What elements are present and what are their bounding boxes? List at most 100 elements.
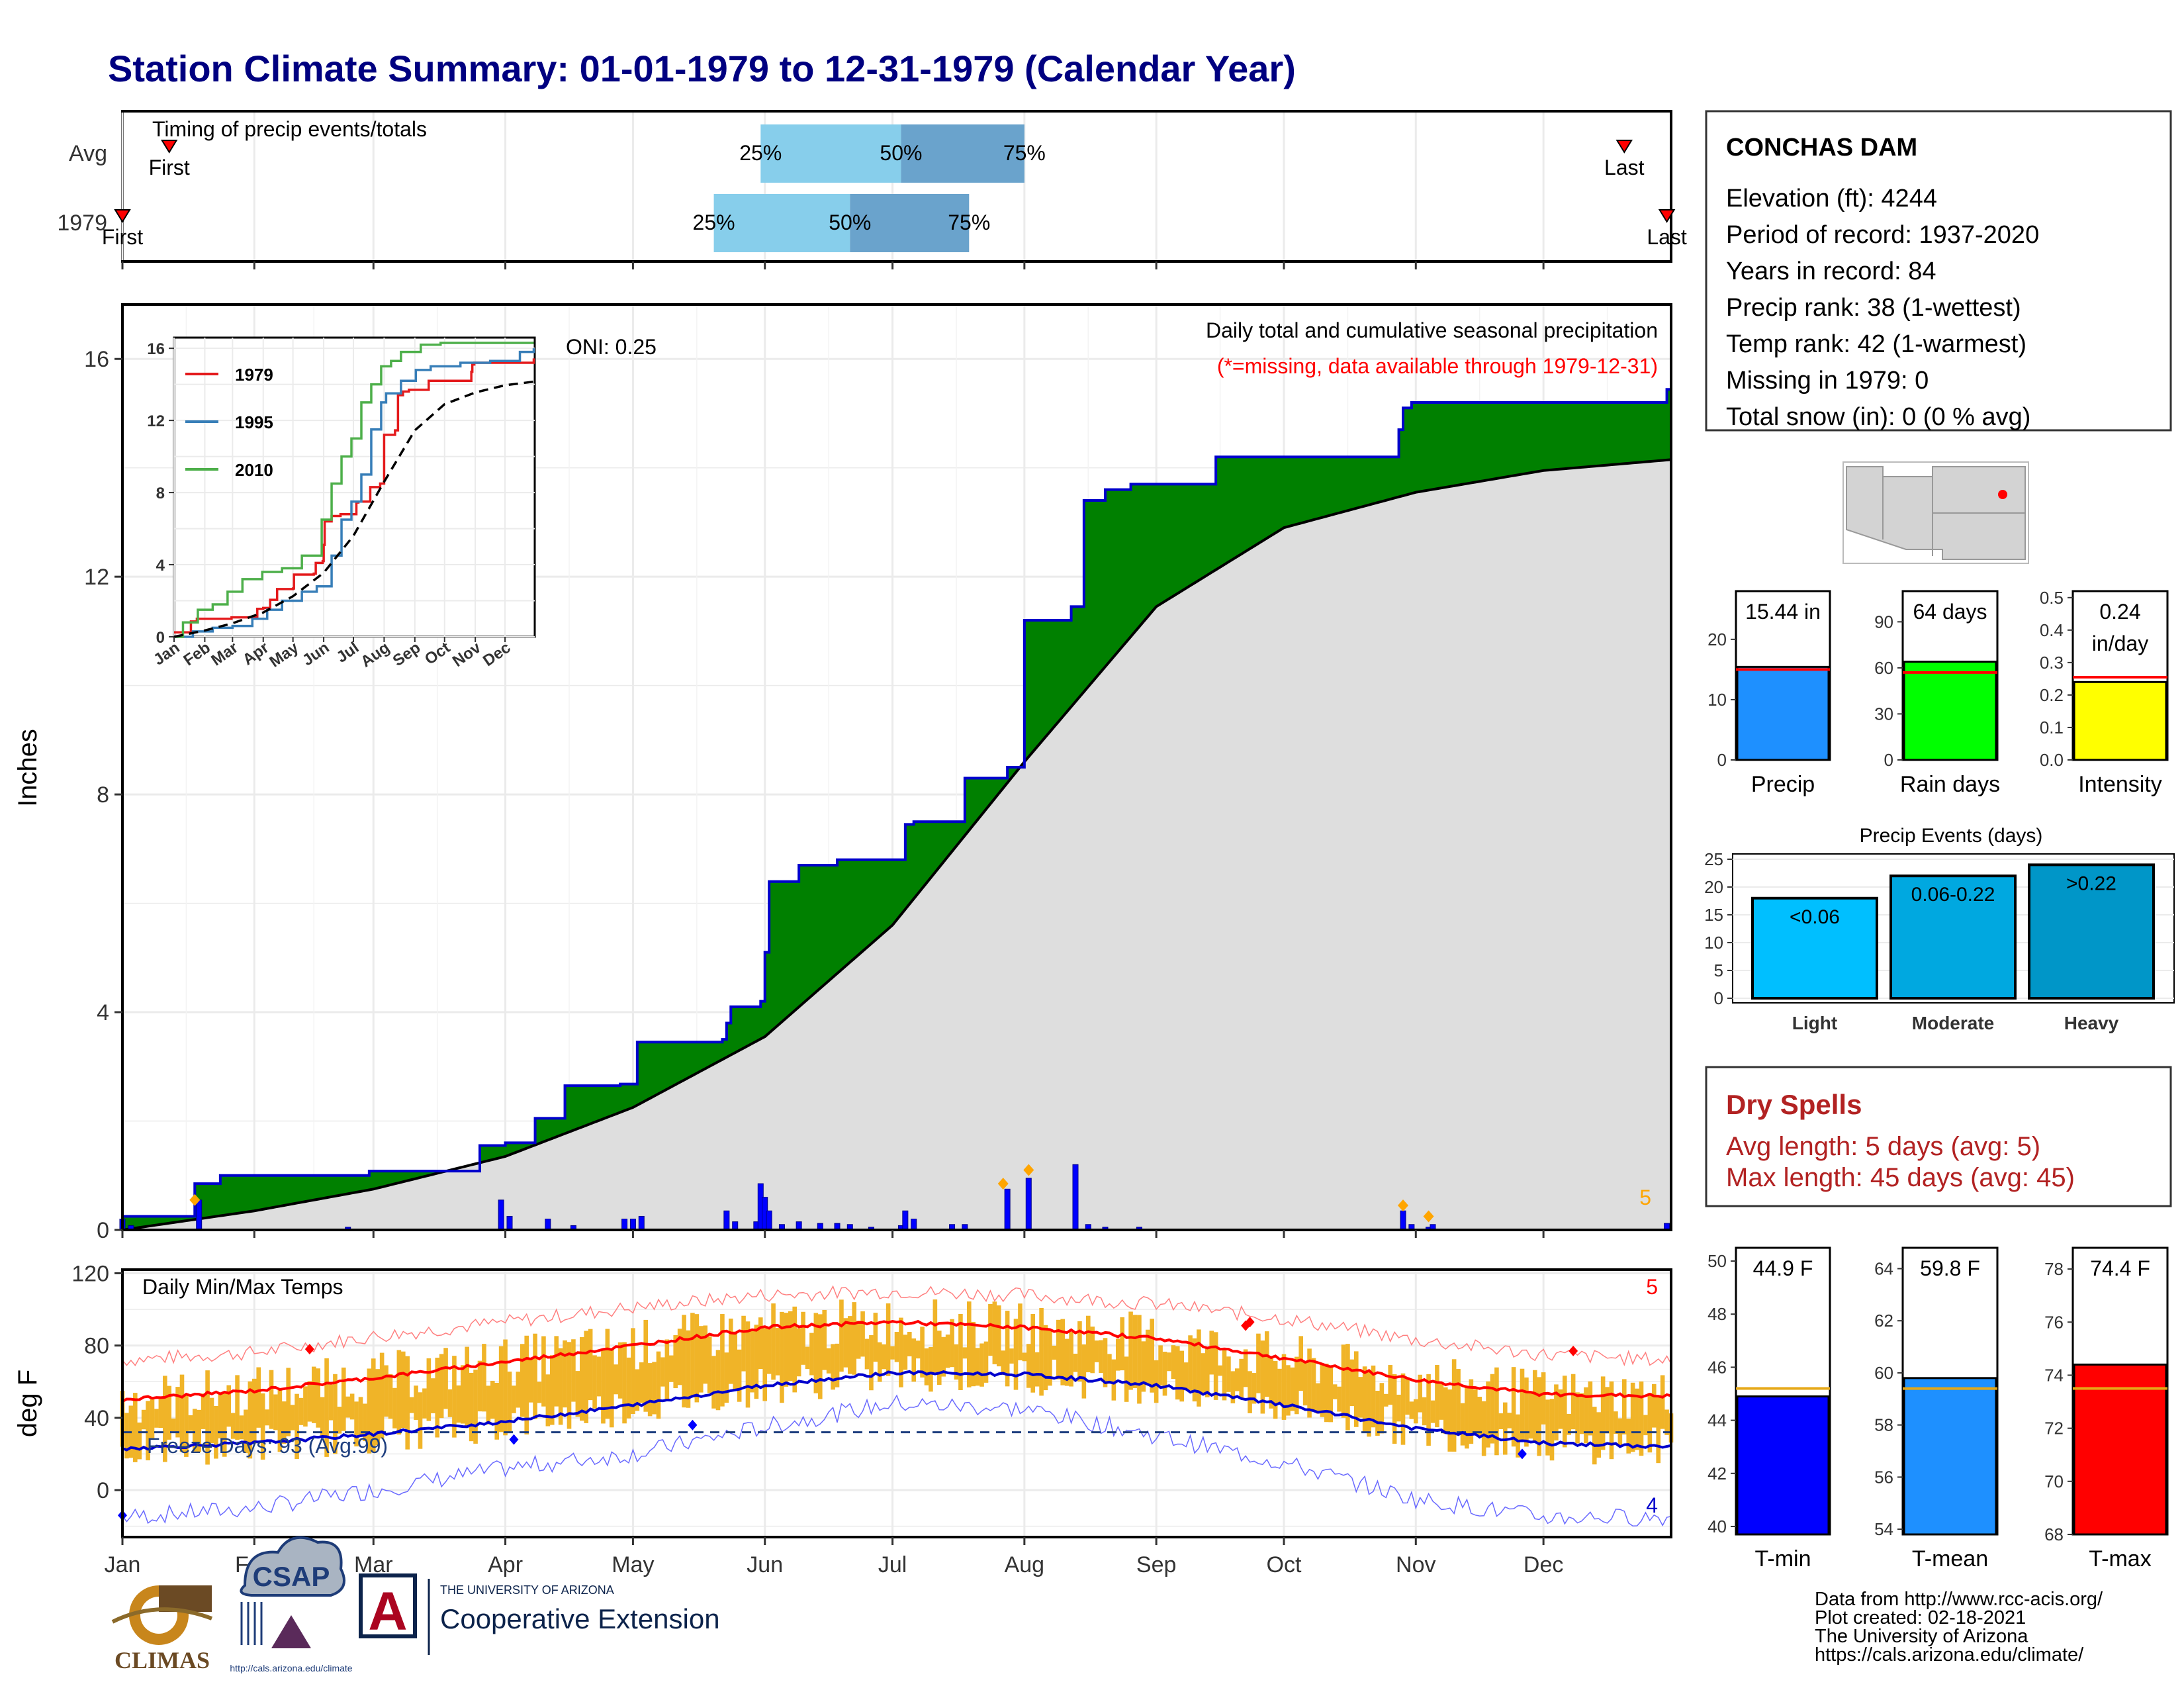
temp-daily-bar: [1490, 1374, 1495, 1444]
temp-daily-bar: [1209, 1331, 1214, 1375]
precip-y-tick-label: 16: [84, 347, 109, 372]
temp-daily-bar: [1043, 1325, 1048, 1391]
temp-daily-bar: [167, 1385, 172, 1440]
temp-daily-bar: [1426, 1374, 1431, 1446]
temp-daily-bar: [439, 1354, 444, 1419]
temp-daily-bar: [303, 1386, 308, 1427]
temp-daily-bar: [1018, 1303, 1023, 1360]
ua-letter-mark: A: [368, 1581, 407, 1642]
precip-panel: Daily total and cumulative seasonal prec…: [13, 303, 1672, 1243]
temp-daily-bar: [1145, 1329, 1150, 1385]
inset-line-1979: [174, 358, 535, 633]
temp-daily-bar: [354, 1401, 359, 1447]
footer-logos: CLIMAS CSAP http://cals.arizona.edu/clim…: [111, 1536, 720, 1673]
month-tick-label: Jun: [747, 1552, 783, 1577]
temp-daily-bar: [1205, 1348, 1210, 1397]
inset-y-tick-label: 12: [147, 412, 165, 430]
temp-daily-bar: [469, 1372, 474, 1442]
temp-daily-bar: [141, 1409, 146, 1430]
t-min-category-label: T-min: [1755, 1546, 1811, 1571]
temp-record-low-line: [122, 1394, 1672, 1526]
temp-chart-title: Daily Min/Max Temps: [142, 1275, 343, 1299]
temp-daily-bar: [1570, 1374, 1576, 1430]
temp-daily-bar: [281, 1401, 287, 1444]
precip-event-marker: [997, 1178, 1009, 1190]
temp-daily-bar: [1609, 1381, 1614, 1460]
events-title: Precip Events (days): [1860, 825, 2043, 847]
precip-daily-bar: [1400, 1210, 1406, 1231]
temp-daily-bar: [137, 1422, 142, 1460]
temp-daily-bar: [503, 1339, 508, 1436]
temp-daily-bar: [673, 1335, 678, 1389]
precip-daily-bar: [621, 1219, 628, 1231]
temp-daily-bar: [1400, 1373, 1406, 1445]
temp-daily-bar: [175, 1387, 180, 1438]
temp-daily-bar: [992, 1301, 997, 1364]
temp-daily-bar: [1034, 1352, 1040, 1387]
temp-daily-bar: [575, 1371, 580, 1417]
temp-daily-bar: [886, 1303, 891, 1376]
t-min-y-tick-label: 44: [1707, 1411, 1727, 1430]
temp-daily-bar: [686, 1330, 691, 1408]
temp-daily-bar: [1430, 1400, 1435, 1423]
temp-daily-bar: [1549, 1399, 1555, 1461]
temp-daily-bar: [915, 1340, 921, 1359]
temp-daily-bar: [482, 1344, 486, 1412]
temp-daily-bar: [214, 1405, 218, 1459]
temp-daily-bar: [1111, 1359, 1116, 1401]
temp-daily-bar: [409, 1397, 414, 1413]
temp-daily-bar: [154, 1409, 159, 1428]
temp-daily-bar: [1128, 1311, 1133, 1390]
temp-daily-bar: [1558, 1389, 1563, 1429]
temp-daily-bar: [780, 1311, 784, 1403]
temp-daily-bar: [622, 1342, 627, 1424]
precip-y-tick-label: 8: [97, 782, 109, 808]
timing-bar-25-50: [713, 194, 850, 252]
temp-daily-bar: [1264, 1331, 1269, 1397]
temp-daily-bar: [1511, 1367, 1516, 1447]
temp-daily-bar: [1115, 1338, 1120, 1371]
temp-daily-bar: [682, 1315, 686, 1408]
t-max-category-label: T-max: [2089, 1546, 2151, 1571]
timing-bar-50-75: [901, 124, 1024, 183]
temp-daily-bar: [801, 1311, 805, 1365]
temp-daily-bar: [320, 1397, 325, 1438]
temp-daily-bar: [784, 1313, 789, 1387]
month-tick-label: Jul: [878, 1552, 907, 1577]
precip-daily-bar: [196, 1199, 203, 1231]
temp-daily-bar: [1396, 1394, 1401, 1422]
temp-daily-bar: [936, 1331, 942, 1385]
temp-daily-bar: [1579, 1393, 1584, 1434]
temp-daily-bar: [494, 1382, 500, 1440]
temp-daily-bar: [146, 1401, 150, 1461]
precip-event-marker: [1398, 1199, 1408, 1211]
temp-daily-bar: [1592, 1407, 1597, 1465]
temp-daily-bar: [1588, 1381, 1593, 1436]
temp-daily-bar: [1154, 1360, 1159, 1403]
temp-daily-bar: [286, 1368, 291, 1436]
temp-daily-bar: [1290, 1367, 1295, 1411]
temp-daily-bar: [847, 1316, 852, 1374]
station-info-box: CONCHAS DAM Elevation (ft): 4244 Period …: [1705, 110, 2172, 432]
temp-daily-bar: [269, 1370, 274, 1429]
temp-daily-bar: [617, 1342, 623, 1399]
temp-daily-bar: [447, 1389, 453, 1417]
temp-daily-bar: [290, 1405, 295, 1430]
climas-wordmark: CLIMAS: [114, 1647, 210, 1673]
t-max-y-tick-label: 68: [2044, 1524, 2064, 1544]
temp-daily-bar: [1179, 1350, 1185, 1402]
temp-daily-bar: [1069, 1332, 1073, 1387]
t-max-y-tick-label: 78: [2044, 1259, 2064, 1279]
t-mean-y-tick-label: 60: [1874, 1363, 1893, 1383]
temp-daily-bar: [571, 1339, 576, 1402]
temp-daily-bar: [822, 1309, 827, 1370]
temp-daily-bar: [792, 1306, 797, 1393]
credit-plot-created: Plot created: 02-18-2021: [1815, 1607, 2026, 1628]
temp-daily-bar: [1052, 1345, 1057, 1360]
events-y-tick-label: 5: [1714, 961, 1723, 980]
temp-daily-bar: [1103, 1338, 1108, 1387]
precip-daily-bar: [1072, 1164, 1079, 1231]
timing-label-25: 25%: [693, 211, 735, 234]
temp-y-tick-label: 80: [84, 1334, 109, 1359]
temp-daily-bar: [601, 1349, 606, 1424]
